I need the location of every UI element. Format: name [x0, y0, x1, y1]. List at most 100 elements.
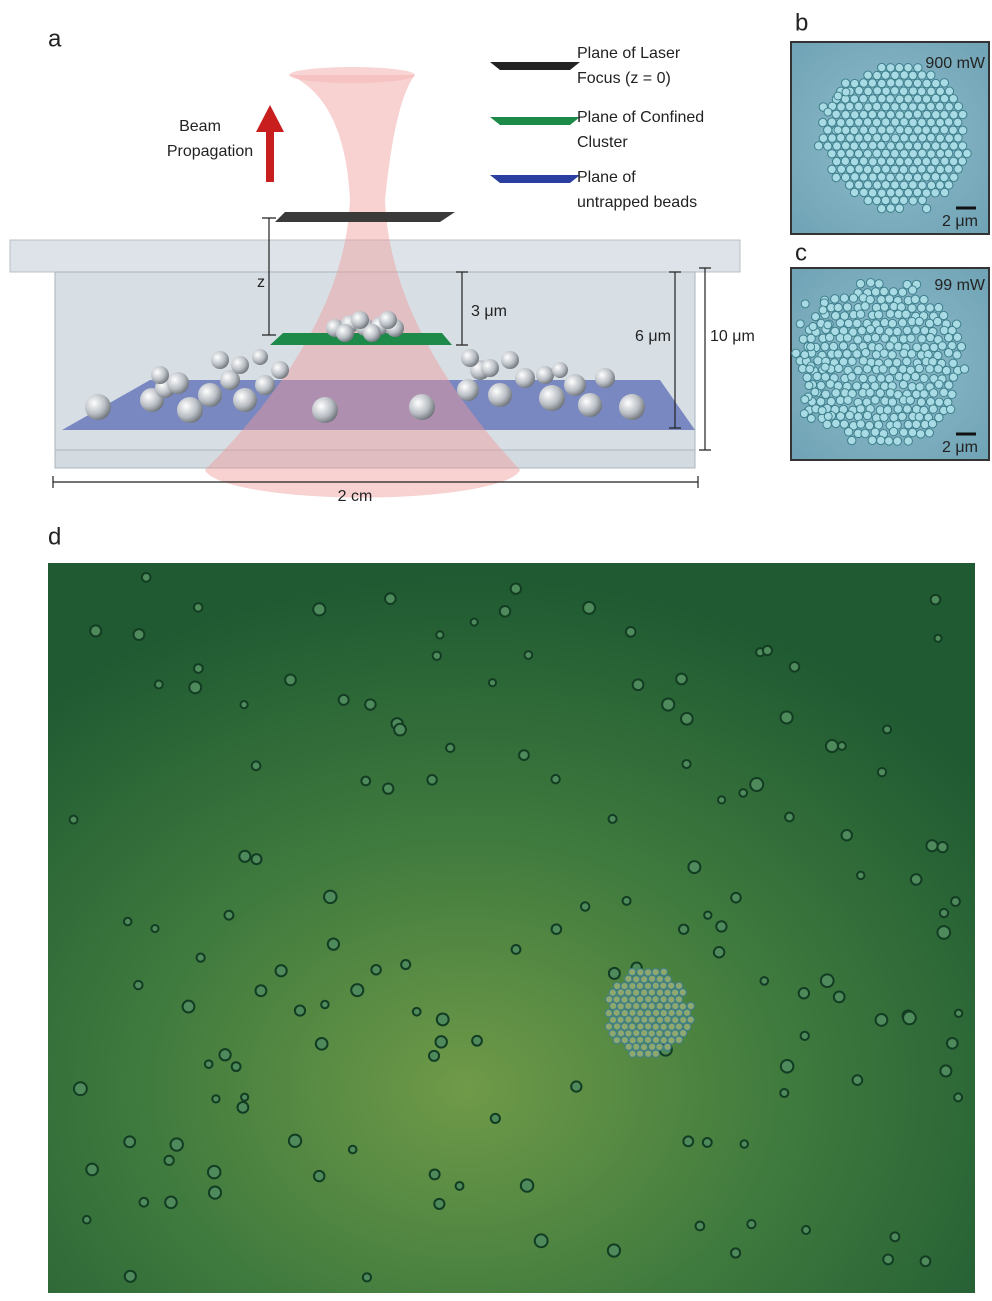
bead	[874, 311, 882, 319]
bead	[936, 165, 944, 173]
bead	[198, 383, 222, 407]
bead	[915, 317, 923, 325]
beam-label: Beam	[179, 118, 221, 135]
bead	[880, 413, 888, 421]
bead	[871, 333, 879, 341]
bead	[882, 181, 890, 189]
bead	[625, 989, 632, 996]
legend-label: Cluster	[577, 134, 628, 151]
bead	[801, 1032, 809, 1040]
bead	[255, 375, 275, 395]
bead	[351, 984, 363, 996]
dimension-label: z	[257, 274, 265, 291]
bead	[609, 968, 620, 979]
bead	[626, 627, 636, 637]
bead	[954, 134, 962, 142]
bead	[656, 1016, 663, 1023]
bead	[625, 1043, 632, 1050]
bead	[800, 410, 808, 418]
bead	[881, 71, 889, 79]
bead	[656, 1030, 663, 1037]
bead	[801, 351, 809, 359]
bead	[886, 342, 894, 350]
bead	[822, 390, 830, 398]
bead	[934, 303, 942, 311]
bead	[142, 573, 151, 582]
bead	[649, 975, 656, 982]
bead	[605, 1023, 612, 1030]
bead	[886, 64, 894, 72]
bead	[633, 976, 640, 983]
bead	[848, 357, 856, 365]
bead	[491, 1114, 500, 1123]
bead	[885, 295, 893, 303]
dimension-label: 6 μm	[635, 328, 671, 345]
bead	[208, 1166, 221, 1179]
bead	[401, 960, 410, 969]
bead	[535, 1234, 548, 1247]
bead	[679, 989, 686, 996]
bead	[931, 142, 939, 150]
bead	[434, 1199, 444, 1209]
scale-label: 2 μm	[942, 439, 978, 456]
bead	[806, 365, 814, 373]
bead	[687, 1016, 694, 1023]
bead	[940, 94, 948, 102]
bead	[878, 94, 886, 102]
bead	[931, 126, 939, 134]
bead	[880, 349, 888, 357]
bead	[652, 1036, 659, 1043]
bead	[763, 646, 772, 655]
bead	[828, 134, 836, 142]
bead	[194, 603, 203, 612]
bead	[900, 118, 908, 126]
bead	[922, 204, 930, 212]
bead	[958, 110, 966, 118]
bead	[785, 813, 794, 822]
bead	[841, 157, 849, 165]
bead	[926, 304, 934, 312]
bead	[891, 165, 899, 173]
bead	[940, 188, 948, 196]
bead	[680, 1030, 687, 1037]
bead	[886, 310, 894, 318]
bead	[826, 740, 838, 752]
bead	[896, 157, 904, 165]
bead	[660, 1037, 667, 1044]
bead	[165, 1197, 177, 1209]
bead	[617, 1030, 624, 1037]
bead	[820, 299, 828, 307]
bead	[472, 1036, 482, 1046]
bead	[891, 149, 899, 157]
bead	[925, 319, 933, 327]
bead	[741, 1140, 748, 1147]
bead	[903, 405, 911, 413]
bead	[917, 87, 925, 95]
bead	[660, 982, 667, 989]
bead	[625, 1016, 632, 1023]
bead	[899, 380, 907, 388]
bead	[864, 71, 872, 79]
bead	[682, 760, 690, 768]
bead	[899, 87, 907, 95]
bead	[652, 1009, 659, 1016]
scale-label: 2 μm	[942, 213, 978, 230]
bead	[633, 1002, 640, 1009]
bead	[551, 775, 559, 783]
bead	[644, 982, 651, 989]
bead	[413, 1008, 421, 1016]
bead	[931, 189, 939, 197]
bead	[606, 996, 613, 1003]
bead	[949, 373, 957, 381]
bead	[668, 1037, 675, 1044]
bead	[629, 1050, 636, 1057]
bead	[681, 713, 693, 725]
bead	[907, 334, 915, 342]
bead	[888, 351, 896, 359]
bead	[866, 388, 874, 396]
bead	[899, 165, 907, 173]
bead	[832, 419, 840, 427]
panel-label: c	[795, 239, 807, 266]
bead	[886, 173, 894, 181]
bead	[456, 1182, 464, 1190]
